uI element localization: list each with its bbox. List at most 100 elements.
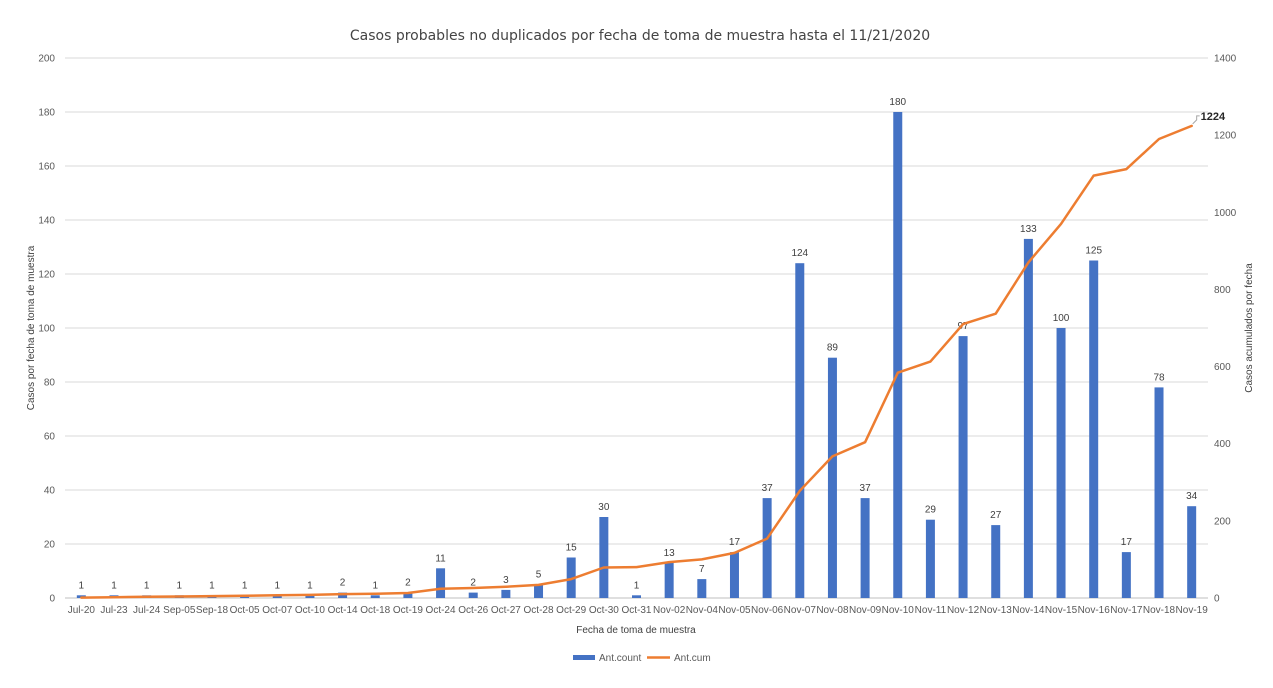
bar-series xyxy=(76,112,1197,598)
bar-value-label: 15 xyxy=(566,543,578,554)
gridlines xyxy=(65,57,1208,599)
x-tick-label: Jul-20 xyxy=(68,605,96,616)
x-tick-label: Nov-17 xyxy=(1110,605,1143,616)
y-tick-label: 100 xyxy=(38,324,55,335)
bar-value-label: 78 xyxy=(1153,372,1165,383)
x-tick-label: Sep-05 xyxy=(163,605,196,616)
bar-value-label: 125 xyxy=(1085,246,1102,257)
x-tick-label: Nov-15 xyxy=(1045,605,1078,616)
x-tick-label: Nov-10 xyxy=(882,605,915,616)
bar-value-label: 180 xyxy=(889,97,906,108)
left-y-axis: 0 20 40 60 80 100 120 140 160 180 200 xyxy=(38,54,55,605)
bar xyxy=(1121,552,1131,598)
bar-value-label: 34 xyxy=(1186,491,1198,502)
bar-value-label: 1 xyxy=(242,580,248,591)
bar xyxy=(566,557,576,598)
bar-value-label: 27 xyxy=(990,510,1002,521)
bar-value-label: 1 xyxy=(79,580,85,591)
bar xyxy=(468,592,478,598)
y2-tick-label: 0 xyxy=(1214,594,1220,605)
bar xyxy=(305,595,315,598)
x-tick-label: Nov-07 xyxy=(784,605,817,616)
y2-tick-label: 400 xyxy=(1214,439,1231,450)
legend-label-ant-count: Ant.count xyxy=(599,653,641,664)
bar xyxy=(599,517,609,598)
y-tick-label: 40 xyxy=(44,486,56,497)
y-tick-label: 120 xyxy=(38,270,55,281)
bar-value-label: 3 xyxy=(503,575,509,586)
x-tick-label: Oct-31 xyxy=(621,605,651,616)
bar xyxy=(762,498,772,598)
bar-value-label: 17 xyxy=(729,537,741,548)
bar xyxy=(632,595,641,598)
legend-swatch-ant-count xyxy=(573,655,595,660)
y2-tick-label: 1200 xyxy=(1214,131,1237,142)
x-tick-label: Oct-10 xyxy=(295,605,325,616)
y-tick-label: 80 xyxy=(44,378,56,389)
bar xyxy=(501,589,511,598)
bar-value-label: 1 xyxy=(144,580,150,591)
x-axis: Jul-20 Jul-23 Jul-24 Sep-05 Sep-18 Oct-05 Oct-… xyxy=(68,605,1209,616)
x-tick-label: Oct-24 xyxy=(426,605,456,616)
bar xyxy=(370,595,380,598)
bar xyxy=(860,498,870,598)
bar xyxy=(925,519,935,598)
bar-value-label: 1 xyxy=(274,580,280,591)
bar-value-label: 1 xyxy=(177,580,183,591)
bar xyxy=(827,357,837,598)
right-y-axis: 0 200 400 600 800 1000 1200 1400 xyxy=(1214,54,1237,605)
y2-tick-label: 1400 xyxy=(1214,54,1237,65)
bar-value-label: 100 xyxy=(1053,313,1070,324)
x-tick-label: Nov-12 xyxy=(947,605,980,616)
bar xyxy=(991,525,1001,598)
bar xyxy=(1023,238,1033,598)
y2-tick-label: 600 xyxy=(1214,362,1231,373)
bar-value-label: 30 xyxy=(598,502,610,513)
y-tick-label: 200 xyxy=(38,54,55,65)
x-tick-label: Nov-16 xyxy=(1078,605,1111,616)
bar-value-label: 97 xyxy=(958,321,970,332)
bar-value-label: 2 xyxy=(470,578,476,589)
bar-value-label: 1 xyxy=(209,580,215,591)
x-tick-label: Nov-19 xyxy=(1176,605,1209,616)
bar xyxy=(272,595,282,598)
y-tick-label: 140 xyxy=(38,216,55,227)
bar-value-label: 13 xyxy=(664,548,676,559)
x-tick-label: Oct-26 xyxy=(458,605,488,616)
x-tick-label: Nov-11 xyxy=(915,605,947,616)
x-tick-label: Oct-05 xyxy=(230,605,260,616)
bar-value-label: 1 xyxy=(634,580,640,591)
bar-value-label: 1 xyxy=(111,580,117,591)
bar-value-label: 17 xyxy=(1121,537,1133,548)
bar-value-label: 124 xyxy=(791,248,808,259)
bar xyxy=(436,568,446,598)
x-tick-label: Nov-14 xyxy=(1012,605,1045,616)
x-axis-title: Fecha de toma de muestra xyxy=(576,625,696,636)
bar-value-label: 7 xyxy=(699,564,705,575)
bar xyxy=(1154,387,1164,598)
bar xyxy=(1089,260,1099,598)
y-tick-label: 0 xyxy=(49,594,55,605)
x-tick-label: Nov-04 xyxy=(686,605,719,616)
x-tick-label: Nov-06 xyxy=(751,605,784,616)
x-tick-label: Oct-30 xyxy=(589,605,619,616)
x-tick-label: Nov-08 xyxy=(816,605,849,616)
x-tick-label: Nov-18 xyxy=(1143,605,1176,616)
bar-value-label: 2 xyxy=(340,578,346,589)
x-tick-label: Nov-09 xyxy=(849,605,882,616)
y-tick-label: 160 xyxy=(38,162,55,173)
x-tick-label: Oct-29 xyxy=(556,605,586,616)
y2-tick-label: 1000 xyxy=(1214,208,1237,219)
x-tick-label: Oct-28 xyxy=(524,605,554,616)
bar xyxy=(1187,506,1197,598)
legend: Ant.count Ant.cum xyxy=(573,653,711,664)
y-tick-label: 20 xyxy=(44,540,56,551)
bar-value-label: 11 xyxy=(435,553,446,564)
bar-value-label: 37 xyxy=(762,483,774,494)
x-tick-label: Oct-14 xyxy=(328,605,358,616)
bar xyxy=(534,584,544,598)
bar-value-label: 1 xyxy=(372,580,378,591)
y-tick-label: 60 xyxy=(44,432,56,443)
x-tick-label: Sep-18 xyxy=(196,605,229,616)
